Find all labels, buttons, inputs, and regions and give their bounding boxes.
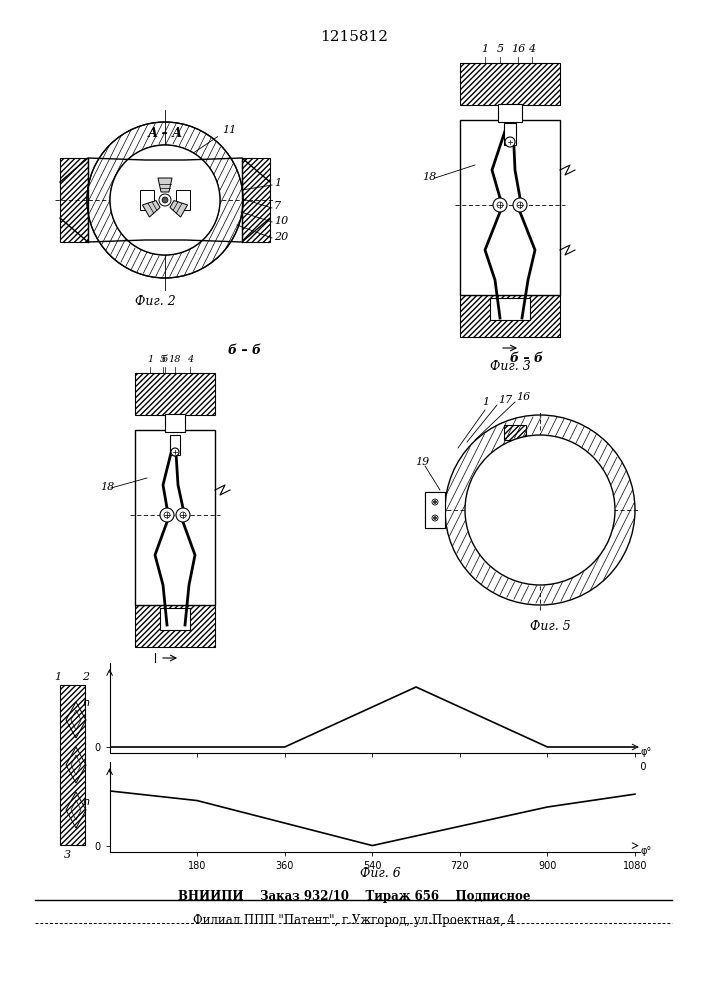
Circle shape	[493, 198, 507, 212]
Circle shape	[87, 122, 243, 278]
Text: φ°: φ°	[641, 747, 652, 757]
Y-axis label: h: h	[83, 797, 90, 807]
Polygon shape	[158, 178, 172, 192]
Text: б – б: б – б	[510, 352, 543, 365]
Circle shape	[505, 137, 515, 147]
Text: ВНИИПИ    Заказ 932/10    Тираж 656    Подписное: ВНИИПИ Заказ 932/10 Тираж 656 Подписное	[177, 890, 530, 903]
Bar	[490, 298, 530, 320]
Polygon shape	[142, 201, 160, 217]
Circle shape	[133, 168, 197, 232]
Text: 17: 17	[498, 395, 513, 405]
Text: б: б	[151, 665, 158, 675]
Bar	[504, 123, 516, 145]
Bar	[165, 414, 185, 432]
Circle shape	[171, 448, 179, 456]
Circle shape	[513, 198, 527, 212]
Bar	[176, 190, 190, 210]
Bar	[460, 120, 560, 295]
Text: Фиг. 2: Фиг. 2	[134, 295, 175, 308]
Circle shape	[110, 145, 220, 255]
Bar	[135, 605, 215, 647]
Circle shape	[159, 194, 171, 206]
Bar	[60, 685, 85, 845]
Bar	[135, 430, 215, 605]
Text: Фиг. 3: Фиг. 3	[490, 360, 530, 373]
Text: 20: 20	[274, 232, 288, 242]
Text: б: б	[162, 355, 168, 364]
Text: 1: 1	[274, 178, 281, 188]
Bar	[460, 295, 560, 337]
Bar	[176, 190, 190, 210]
Bar	[425, 492, 445, 528]
Y-axis label: h: h	[83, 698, 90, 708]
Text: 16: 16	[511, 44, 525, 54]
Circle shape	[160, 508, 174, 522]
Bar	[135, 373, 215, 415]
Bar	[498, 104, 522, 122]
Circle shape	[465, 435, 615, 585]
Text: А – А: А – А	[147, 127, 182, 140]
Text: 18: 18	[422, 172, 436, 182]
Text: 7: 7	[274, 201, 281, 211]
Text: 18: 18	[100, 482, 115, 492]
Text: Филиал ППП "Патент", г.Ужгород, ул.Проектная, 4: Филиал ППП "Патент", г.Ужгород, ул.Проек…	[193, 914, 515, 927]
Text: Фиг. 5: Фиг. 5	[530, 620, 571, 633]
Text: 5: 5	[160, 355, 166, 364]
Circle shape	[432, 515, 438, 521]
Text: 2: 2	[82, 672, 89, 682]
Text: 1: 1	[147, 355, 153, 364]
Bar	[425, 492, 445, 528]
Bar	[160, 608, 190, 630]
Bar	[242, 158, 270, 242]
Bar	[140, 190, 154, 210]
Text: б – б: б – б	[228, 344, 262, 357]
Text: 18: 18	[169, 355, 181, 364]
Bar	[140, 190, 154, 210]
Text: Фиг. 4: Фиг. 4	[185, 672, 226, 685]
Text: 1: 1	[54, 672, 61, 682]
Bar	[460, 63, 560, 105]
Text: 1: 1	[481, 44, 489, 54]
Text: 5: 5	[496, 44, 503, 54]
Bar	[60, 158, 88, 242]
Circle shape	[176, 508, 190, 522]
Text: 3: 3	[64, 850, 71, 860]
Circle shape	[433, 500, 436, 504]
Circle shape	[432, 499, 438, 505]
Text: 11: 11	[222, 125, 236, 135]
Text: 10: 10	[274, 216, 288, 226]
Text: Фиг. 6: Фиг. 6	[360, 867, 400, 880]
Text: 4: 4	[528, 44, 536, 54]
Text: 19: 19	[415, 457, 429, 467]
Text: 1: 1	[482, 397, 489, 407]
Text: 4: 4	[187, 355, 193, 364]
Circle shape	[162, 197, 168, 203]
Circle shape	[433, 516, 436, 520]
Text: 1215812: 1215812	[320, 30, 388, 44]
Text: 16: 16	[516, 392, 530, 402]
Polygon shape	[170, 201, 187, 217]
Circle shape	[445, 415, 635, 605]
Bar	[170, 435, 180, 455]
Text: φ°: φ°	[641, 846, 652, 856]
Bar	[504, 425, 526, 440]
